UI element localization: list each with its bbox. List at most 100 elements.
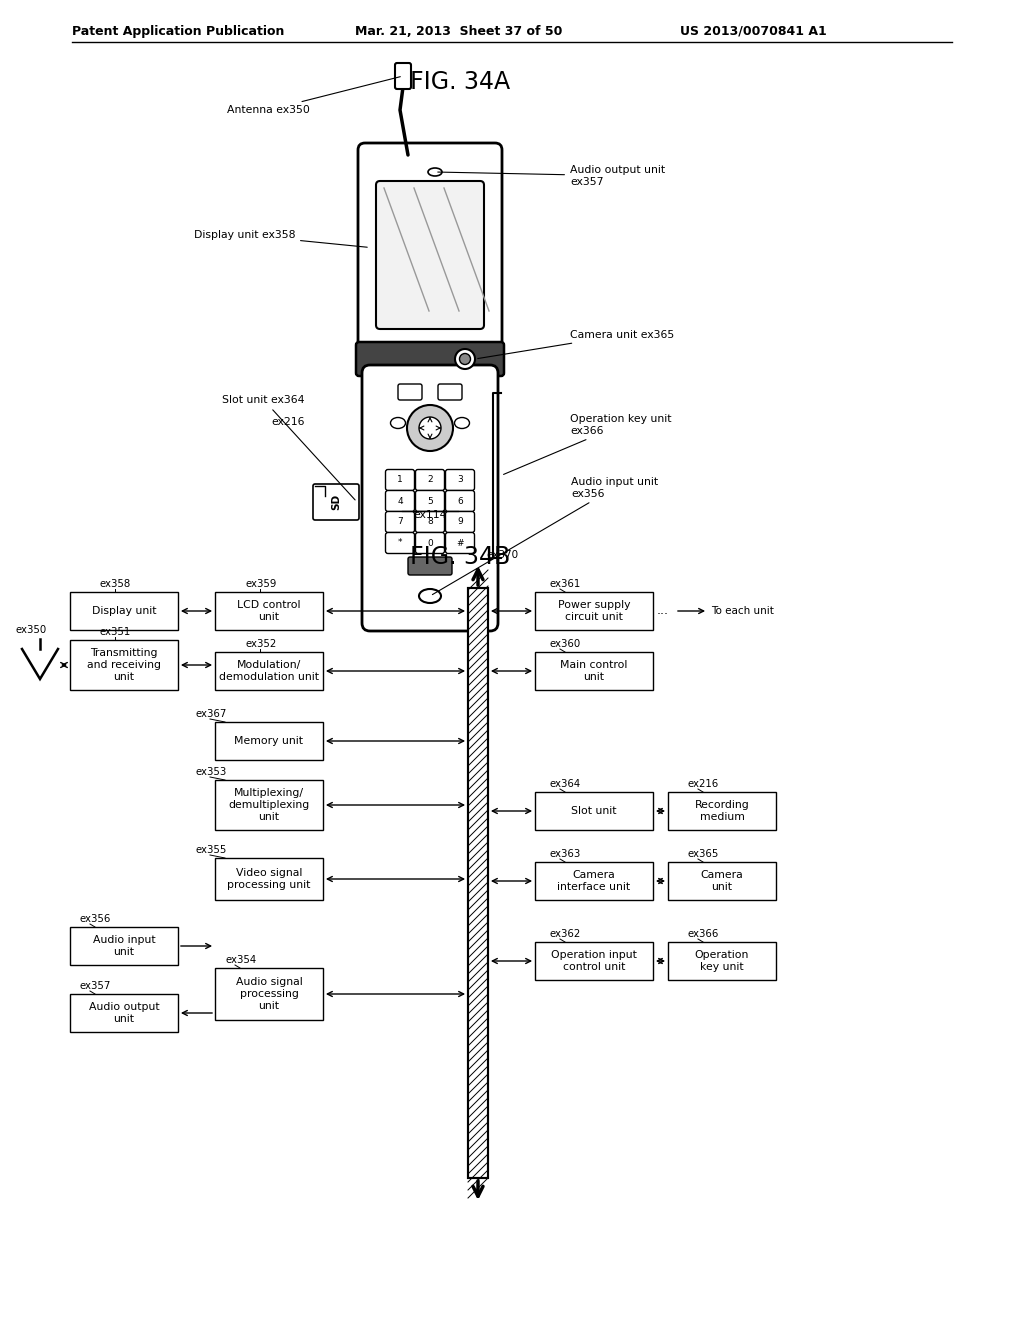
Text: ex216: ex216 <box>271 417 305 426</box>
Text: ex350: ex350 <box>15 624 46 635</box>
Text: Audio signal
processing
unit: Audio signal processing unit <box>236 977 302 1011</box>
Text: Camera
interface unit: Camera interface unit <box>557 870 631 892</box>
Text: ex361: ex361 <box>550 579 582 589</box>
Text: 6: 6 <box>457 496 463 506</box>
Text: Recording
medium: Recording medium <box>694 800 750 822</box>
FancyBboxPatch shape <box>358 143 502 352</box>
Text: Display unit ex358: Display unit ex358 <box>194 230 368 247</box>
Text: ex356: ex356 <box>80 913 112 924</box>
FancyBboxPatch shape <box>385 511 415 532</box>
Text: Power supply
circuit unit: Power supply circuit unit <box>558 599 630 622</box>
FancyBboxPatch shape <box>385 491 415 511</box>
Text: ex352: ex352 <box>245 639 276 649</box>
Text: ex363: ex363 <box>550 849 582 859</box>
Ellipse shape <box>428 168 442 176</box>
Text: ex358: ex358 <box>100 579 131 589</box>
Text: Camera
unit: Camera unit <box>700 870 743 892</box>
Text: SD: SD <box>331 494 341 510</box>
Text: ex360: ex360 <box>550 639 582 649</box>
Text: Multiplexing/
demultiplexing
unit: Multiplexing/ demultiplexing unit <box>228 788 309 822</box>
Ellipse shape <box>455 417 469 429</box>
Text: 3: 3 <box>457 475 463 484</box>
FancyBboxPatch shape <box>668 792 776 830</box>
Text: 0: 0 <box>427 539 433 548</box>
Text: Transmitting
and receiving
unit: Transmitting and receiving unit <box>87 648 161 682</box>
Text: Slot unit ex364: Slot unit ex364 <box>222 395 355 500</box>
Text: ex114: ex114 <box>414 510 446 520</box>
FancyBboxPatch shape <box>535 591 653 630</box>
Text: #: # <box>457 539 464 548</box>
FancyBboxPatch shape <box>70 927 178 965</box>
FancyBboxPatch shape <box>535 942 653 979</box>
Text: ex370: ex370 <box>486 550 518 560</box>
Text: LCD control
unit: LCD control unit <box>238 599 301 622</box>
FancyBboxPatch shape <box>468 587 488 1177</box>
Text: Operation key unit
ex366: Operation key unit ex366 <box>504 414 672 474</box>
FancyBboxPatch shape <box>313 484 359 520</box>
FancyBboxPatch shape <box>416 511 444 532</box>
Text: FIG. 34A: FIG. 34A <box>410 70 510 94</box>
Text: Video signal
processing unit: Video signal processing unit <box>227 867 310 890</box>
FancyBboxPatch shape <box>215 722 323 760</box>
Text: Memory unit: Memory unit <box>234 737 303 746</box>
Circle shape <box>407 405 453 451</box>
Text: Audio input unit
ex356: Audio input unit ex356 <box>432 477 658 594</box>
Text: 1: 1 <box>397 475 402 484</box>
FancyBboxPatch shape <box>215 591 323 630</box>
FancyBboxPatch shape <box>70 640 178 690</box>
Ellipse shape <box>419 589 441 603</box>
FancyBboxPatch shape <box>376 181 484 329</box>
Text: ex355: ex355 <box>195 845 226 855</box>
Text: US 2013/0070841 A1: US 2013/0070841 A1 <box>680 25 826 38</box>
FancyBboxPatch shape <box>668 942 776 979</box>
Text: Camera unit ex365: Camera unit ex365 <box>478 330 674 359</box>
Text: To each unit: To each unit <box>711 606 774 616</box>
FancyBboxPatch shape <box>535 792 653 830</box>
Text: 5: 5 <box>427 496 433 506</box>
Text: ex351: ex351 <box>100 627 131 638</box>
Text: Display unit: Display unit <box>92 606 157 616</box>
Text: 4: 4 <box>397 496 402 506</box>
FancyBboxPatch shape <box>356 342 504 376</box>
FancyBboxPatch shape <box>445 491 474 511</box>
FancyBboxPatch shape <box>438 384 462 400</box>
Text: 9: 9 <box>457 517 463 527</box>
FancyBboxPatch shape <box>668 862 776 900</box>
Text: ex354: ex354 <box>225 954 256 965</box>
Text: Slot unit: Slot unit <box>571 807 616 816</box>
Circle shape <box>460 354 470 364</box>
Text: ex362: ex362 <box>550 929 582 939</box>
FancyBboxPatch shape <box>215 652 323 690</box>
Text: ex364: ex364 <box>550 779 582 789</box>
FancyBboxPatch shape <box>416 532 444 553</box>
Text: ex367: ex367 <box>195 709 226 719</box>
Text: ex216: ex216 <box>688 779 719 789</box>
Text: ex357: ex357 <box>80 981 112 991</box>
FancyBboxPatch shape <box>385 532 415 553</box>
Text: Audio output unit
ex357: Audio output unit ex357 <box>438 165 666 186</box>
FancyBboxPatch shape <box>408 557 452 576</box>
FancyBboxPatch shape <box>70 994 178 1032</box>
Text: ...: ... <box>657 605 669 618</box>
Text: 7: 7 <box>397 517 402 527</box>
FancyBboxPatch shape <box>362 366 498 631</box>
FancyBboxPatch shape <box>416 470 444 491</box>
FancyBboxPatch shape <box>445 511 474 532</box>
Text: FIG. 34B: FIG. 34B <box>410 545 510 569</box>
FancyBboxPatch shape <box>535 652 653 690</box>
Text: ex366: ex366 <box>688 929 720 939</box>
FancyBboxPatch shape <box>70 591 178 630</box>
FancyBboxPatch shape <box>215 858 323 900</box>
Circle shape <box>419 417 441 440</box>
FancyBboxPatch shape <box>398 384 422 400</box>
FancyBboxPatch shape <box>395 63 411 88</box>
Text: Patent Application Publication: Patent Application Publication <box>72 25 285 38</box>
FancyBboxPatch shape <box>445 470 474 491</box>
Text: Audio output
unit: Audio output unit <box>89 1002 160 1024</box>
FancyBboxPatch shape <box>535 862 653 900</box>
Text: Audio input
unit: Audio input unit <box>93 935 156 957</box>
Text: ex359: ex359 <box>245 579 276 589</box>
Ellipse shape <box>390 417 406 429</box>
Text: Mar. 21, 2013  Sheet 37 of 50: Mar. 21, 2013 Sheet 37 of 50 <box>355 25 562 38</box>
FancyBboxPatch shape <box>416 491 444 511</box>
